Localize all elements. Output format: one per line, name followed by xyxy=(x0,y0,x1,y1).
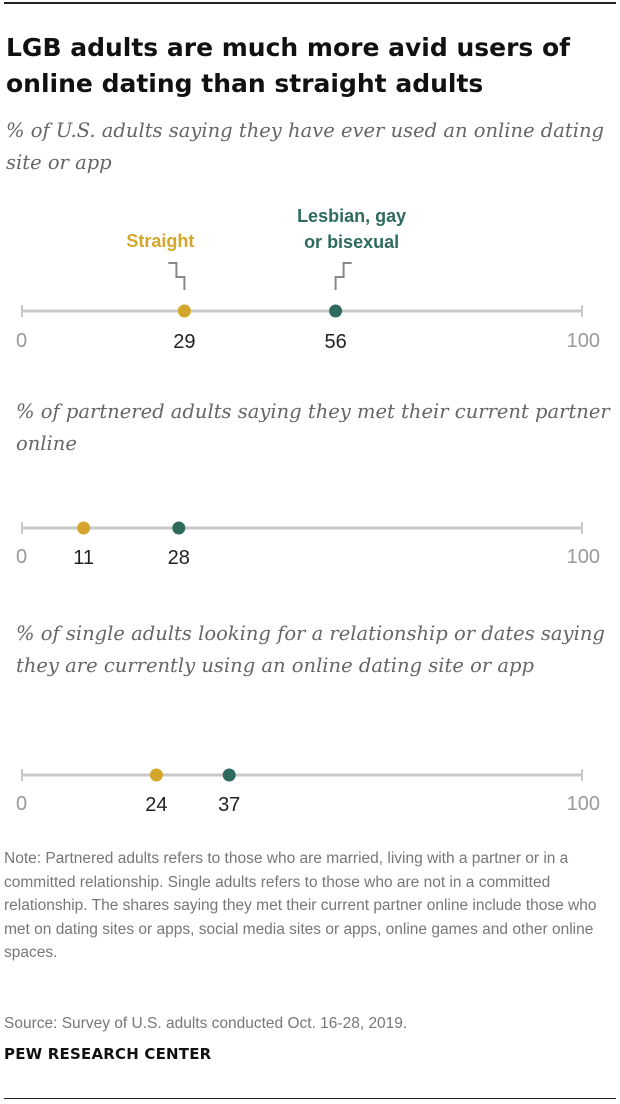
point-straight xyxy=(149,768,163,782)
tick-label-min: 0 xyxy=(16,546,27,568)
tick-label-max: 100 xyxy=(567,793,600,815)
value-label-lgb: 56 xyxy=(324,331,346,353)
top-rule xyxy=(4,2,616,4)
value-label-lgb: 37 xyxy=(218,794,240,816)
legend-lgb-line1: Lesbian, gay xyxy=(297,206,406,226)
legend-lgb-line2: or bisexual xyxy=(304,232,399,252)
tick-label-min: 0 xyxy=(16,330,27,352)
legend-leader-lgb xyxy=(334,262,352,290)
tick-label-max: 100 xyxy=(567,546,600,568)
value-label-straight: 29 xyxy=(173,331,195,353)
value-label-lgb: 28 xyxy=(168,547,190,569)
legend-leader-straight xyxy=(168,262,186,290)
source-line: Source: Survey of U.S. adults conducted … xyxy=(4,1015,408,1032)
chart-1: 0 100 29 56 Straight Lesbian, gay or bisexual xyxy=(16,206,600,353)
point-straight xyxy=(177,304,191,318)
bottom-rule xyxy=(4,1098,616,1099)
value-label-straight: 24 xyxy=(145,794,167,816)
chart-2: 0 100 11 28 xyxy=(16,521,600,569)
pew-logo-text: PEW RESEARCH CENTER xyxy=(4,1045,212,1063)
legend-straight: Straight xyxy=(126,231,194,251)
point-lgb xyxy=(222,768,236,782)
value-label-straight: 11 xyxy=(73,547,94,569)
chart-2-subtitle: % of partnered adults saying they met th… xyxy=(16,400,610,455)
chart-1-subtitle: % of U.S. adults saying they have ever u… xyxy=(6,119,605,174)
tick-label-max: 100 xyxy=(567,330,600,352)
chart-3-subtitle: % of single adults looking for a relatio… xyxy=(16,622,605,677)
tick-label-min: 0 xyxy=(16,793,27,815)
chart-title: LGB adults are much more avid users of o… xyxy=(6,33,571,98)
point-lgb xyxy=(172,521,186,535)
chart-3: 0 100 24 37 xyxy=(16,768,600,816)
point-straight xyxy=(77,521,91,535)
footnote: Note: Partnered adults refers to those w… xyxy=(4,850,597,961)
point-lgb xyxy=(329,304,343,318)
